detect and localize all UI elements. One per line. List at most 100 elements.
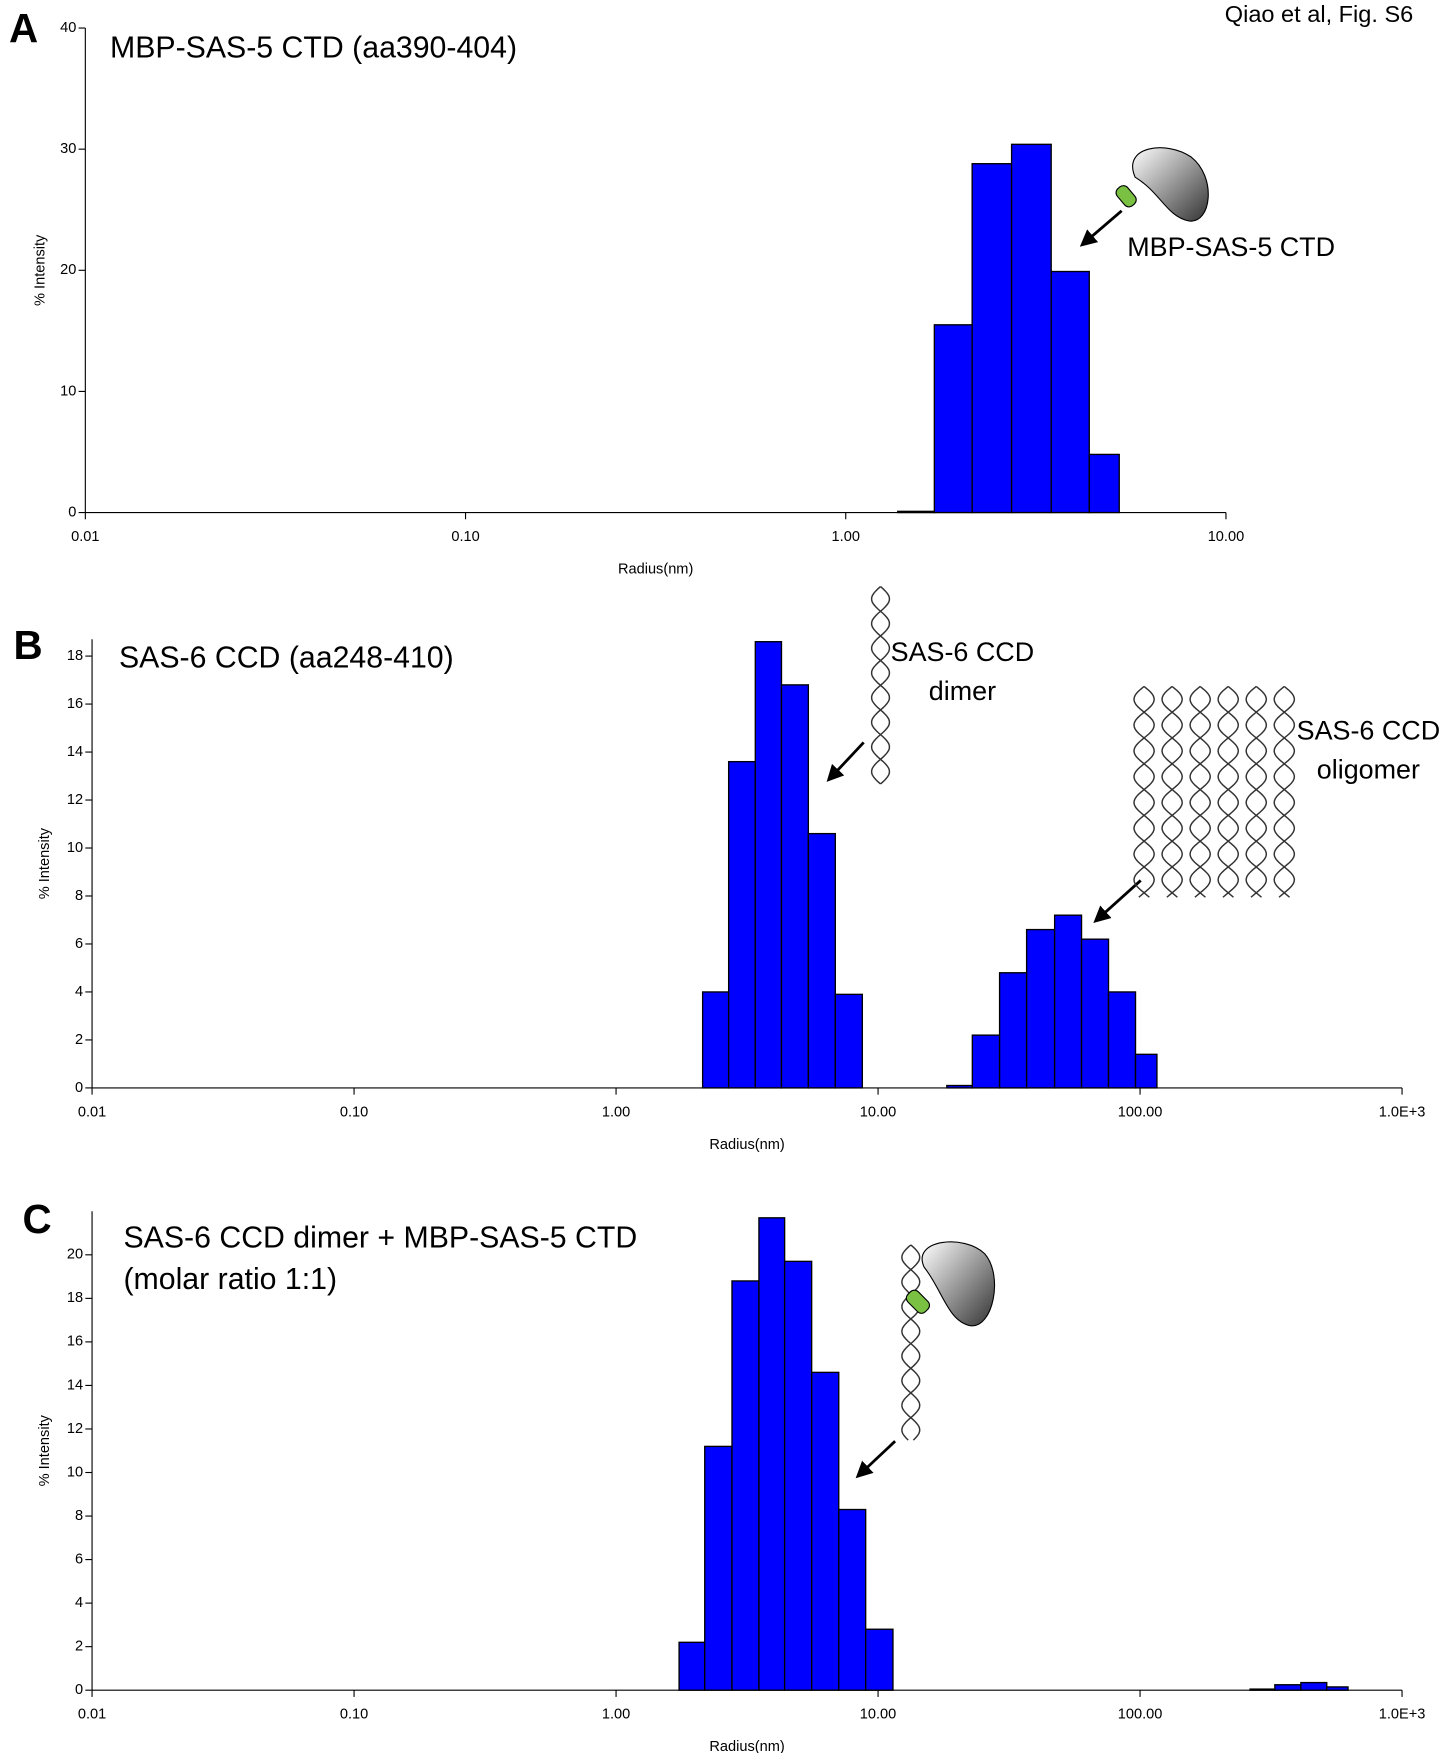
x-axis-label: Radius(nm) — [618, 562, 693, 578]
bar — [971, 163, 1013, 514]
x-tick-label: 1.00 — [602, 1707, 630, 1723]
y-tick-label: 0 — [75, 1682, 83, 1698]
bar — [998, 972, 1028, 1089]
bar — [1010, 143, 1052, 514]
annotation: dimer — [929, 676, 996, 706]
x-tick-label: 0.01 — [78, 1707, 106, 1723]
helix-strand — [1133, 685, 1155, 898]
y-tick-label: 4 — [75, 984, 83, 1000]
y-tick-label: 10 — [60, 383, 76, 399]
protein-illustration — [1132, 147, 1209, 222]
bar — [810, 1371, 840, 1691]
chart-subtitle: (molar ratio 1:1) — [123, 1263, 337, 1296]
x-tick-label: 0.10 — [451, 529, 479, 545]
y-tick-label: 18 — [67, 648, 83, 664]
y-tick-label: 0 — [68, 504, 76, 520]
helix-strand — [901, 1244, 921, 1441]
x-tick-label: 0.01 — [78, 1104, 106, 1120]
helix-strand — [1273, 685, 1296, 898]
bar — [754, 641, 783, 1089]
x-tick-label: 0.01 — [71, 529, 99, 545]
bar — [780, 684, 810, 1089]
bar — [701, 991, 730, 1089]
x-axis-label: Radius(nm) — [709, 1137, 784, 1153]
bar — [678, 1641, 706, 1691]
y-tick-label: 14 — [67, 744, 83, 760]
y-tick-label: 10 — [67, 1464, 83, 1480]
arrow — [826, 741, 865, 782]
helix-strand — [1245, 685, 1268, 898]
annotation: MBP-SAS-5 CTD — [1127, 232, 1335, 262]
bar — [1134, 1053, 1158, 1089]
helix-strand — [1217, 685, 1240, 898]
y-tick-label: 8 — [75, 1508, 83, 1524]
helix-strand — [1189, 685, 1211, 898]
bar — [946, 1084, 973, 1089]
helix-illustrations — [870, 586, 1296, 1441]
bar — [834, 993, 864, 1089]
x-tick-label: 0.10 — [340, 1104, 368, 1120]
y-tick-label: 0 — [75, 1080, 83, 1096]
arrow — [1079, 209, 1123, 247]
annotation: oligomer — [1317, 755, 1420, 785]
y-tick-label: 16 — [67, 696, 83, 712]
helix-strand — [1133, 685, 1155, 898]
x-tick-label: 100.00 — [1118, 1104, 1163, 1120]
panel-letter: B — [14, 622, 43, 668]
x-tick-label: 0.10 — [340, 1707, 368, 1723]
y-tick-label: 20 — [67, 1247, 83, 1263]
bar — [1080, 938, 1110, 1089]
y-tick-label: 12 — [67, 1421, 83, 1437]
helix-strand — [1189, 685, 1211, 898]
x-tick-label: 10.00 — [860, 1707, 896, 1723]
arrow — [1093, 879, 1142, 924]
bar — [1088, 453, 1120, 514]
y-axis-label: % Intensity — [37, 1414, 53, 1486]
y-tick-label: 14 — [67, 1377, 83, 1393]
bar — [933, 324, 973, 514]
helix-strand — [1245, 685, 1268, 898]
x-tick-label: 1.00 — [602, 1104, 630, 1120]
bar — [1300, 1681, 1328, 1691]
annotation: SAS-6 CCD — [1297, 715, 1441, 745]
y-tick-label: 30 — [60, 141, 76, 157]
y-tick-label: 16 — [67, 1334, 83, 1350]
y-tick-label: 18 — [67, 1290, 83, 1306]
helix-strand — [1217, 685, 1240, 898]
panel-letter: C — [23, 1196, 52, 1242]
bar — [704, 1445, 733, 1691]
peptide-illustration — [1115, 185, 1137, 208]
peptide-illustration — [905, 1289, 931, 1314]
bar — [731, 1280, 760, 1691]
y-tick-label: 2 — [75, 1638, 83, 1654]
chart-title: MBP-SAS-5 CTD (aa390-404) — [110, 31, 517, 64]
figure-header: Qiao et al, Fig. S6 — [1225, 1, 1413, 27]
x-tick-label: 10.00 — [860, 1104, 896, 1120]
y-tick-label: 20 — [60, 262, 76, 278]
bar — [1050, 270, 1090, 514]
bar — [838, 1508, 867, 1691]
helix-strand — [870, 586, 891, 785]
panel-letter: A — [9, 5, 38, 51]
bar — [1274, 1684, 1302, 1691]
y-axis-label: % Intensity — [37, 827, 53, 899]
x-tick-label: 1.00 — [832, 529, 860, 545]
chart-title: SAS-6 CCD dimer + MBP-SAS-5 CTD — [123, 1221, 637, 1254]
x-tick-label: 1.0E+3 — [1379, 1104, 1426, 1120]
y-tick-label: 10 — [67, 840, 83, 856]
bar — [807, 832, 837, 1089]
helix-strand — [1161, 685, 1183, 898]
x-tick-label: 1.0E+3 — [1379, 1707, 1426, 1723]
bar — [758, 1217, 786, 1691]
y-tick-label: 40 — [60, 20, 76, 36]
helix-strand — [1161, 685, 1183, 898]
helix-strand — [1273, 685, 1296, 898]
y-tick-label: 8 — [75, 888, 83, 904]
y-tick-label: 4 — [75, 1595, 83, 1611]
x-axis-label: Radius(nm) — [709, 1739, 784, 1753]
y-tick-label: 2 — [75, 1032, 83, 1048]
annotation: SAS-6 CCD — [891, 637, 1035, 667]
protein-illustration — [921, 1241, 996, 1327]
x-tick-label: 100.00 — [1118, 1707, 1163, 1723]
